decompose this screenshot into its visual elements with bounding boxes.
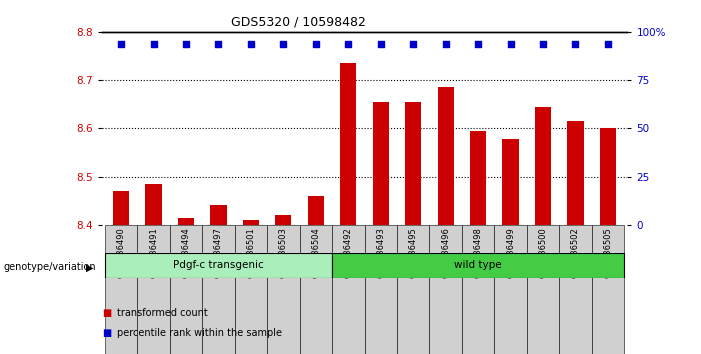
Bar (105, 225, 137, 354)
Bar (494, 225, 526, 354)
Bar (559, 225, 592, 354)
Point (375, 41, 386, 47)
Bar (235, 225, 267, 354)
Point (213, 41, 224, 47)
Point (311, 41, 322, 47)
Bar (113, 191, 129, 225)
Bar (178, 218, 194, 225)
Bar (210, 206, 226, 225)
Point (278, 41, 289, 47)
Bar (437, 87, 454, 225)
Point (343, 41, 354, 47)
Bar (332, 253, 624, 278)
Bar (203, 225, 235, 354)
Point (407, 41, 418, 47)
Bar (340, 63, 356, 225)
Point (245, 41, 257, 47)
Point (440, 41, 451, 47)
Bar (299, 225, 332, 354)
Text: genotype/variation: genotype/variation (4, 262, 96, 272)
Bar (397, 225, 430, 354)
Bar (308, 196, 324, 225)
Text: transformed count: transformed count (117, 308, 207, 318)
Point (148, 41, 159, 47)
Text: Pdgf-c transgenic: Pdgf-c transgenic (173, 261, 264, 270)
Bar (430, 225, 462, 354)
Text: ■: ■ (102, 308, 111, 318)
Bar (275, 215, 292, 225)
Bar (567, 121, 583, 225)
Point (602, 41, 613, 47)
Bar (462, 225, 494, 354)
Point (116, 41, 127, 47)
Bar (267, 225, 299, 354)
Text: ■: ■ (102, 328, 111, 338)
Point (180, 41, 191, 47)
Bar (470, 131, 486, 225)
Bar (503, 139, 519, 225)
Point (570, 41, 581, 47)
Bar (592, 225, 624, 354)
Bar (332, 225, 365, 354)
Text: percentile rank within the sample: percentile rank within the sample (117, 328, 282, 338)
Text: GDS5320 / 10598482: GDS5320 / 10598482 (231, 16, 366, 29)
Point (505, 41, 516, 47)
Text: wild type: wild type (454, 261, 502, 270)
Text: ▶: ▶ (86, 262, 93, 272)
Bar (365, 225, 397, 354)
Bar (600, 129, 616, 225)
Bar (170, 225, 203, 354)
Bar (373, 102, 389, 225)
Point (472, 41, 484, 47)
Bar (405, 102, 421, 225)
Bar (105, 253, 332, 278)
Point (538, 41, 549, 47)
Bar (243, 220, 259, 225)
Bar (526, 225, 559, 354)
Bar (535, 107, 551, 225)
Bar (137, 225, 170, 354)
Bar (146, 184, 162, 225)
